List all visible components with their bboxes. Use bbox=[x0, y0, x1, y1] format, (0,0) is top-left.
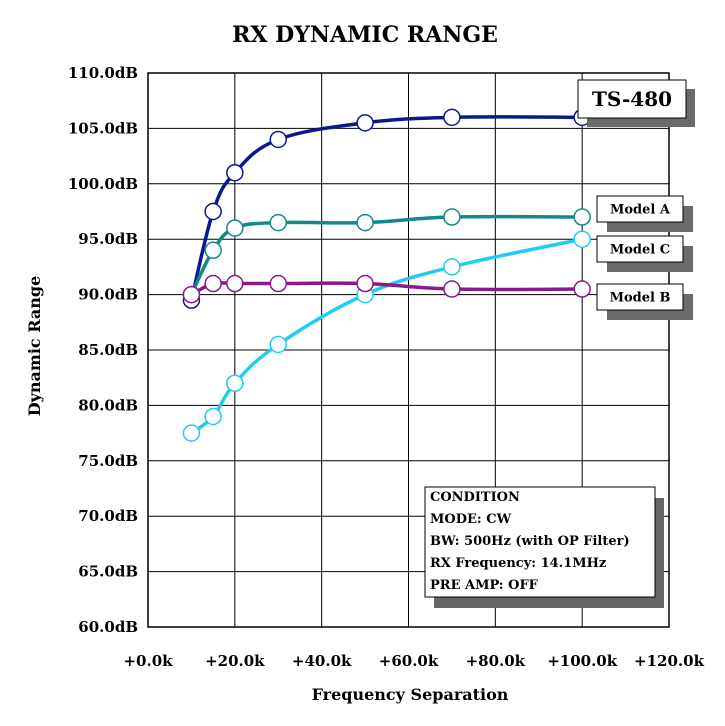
data-point bbox=[204, 407, 222, 426]
y-tick-label: 80.0dB bbox=[78, 396, 138, 414]
y-tick-label: 110.0dB bbox=[68, 64, 138, 82]
data-point bbox=[356, 274, 374, 293]
data-point bbox=[269, 213, 287, 232]
data-point bbox=[573, 280, 591, 298]
label-text: Model B bbox=[610, 291, 671, 306]
condition-title: CONDITION bbox=[430, 490, 520, 505]
data-point bbox=[204, 241, 222, 260]
y-tick-label: 85.0dB bbox=[78, 341, 138, 359]
condition-rx-frequency: RX Frequency: 14.1MHz bbox=[430, 556, 606, 571]
y-tick-label: 90.0dB bbox=[78, 286, 138, 304]
label-text: Model C bbox=[610, 243, 670, 258]
data-point bbox=[269, 335, 287, 354]
label-box bbox=[596, 235, 684, 263]
series-label-ts-480: TS-480 bbox=[577, 79, 695, 127]
series-label-model-a: Model A bbox=[596, 195, 693, 232]
y-tick-labels: 60.0dB 65.0dB 70.0dB 75.0dB 80.0dB 85.0dB 90.0… bbox=[68, 64, 138, 636]
data-point bbox=[204, 202, 222, 221]
y-axis-label: Dynamic Range bbox=[25, 276, 44, 417]
data-point bbox=[182, 424, 201, 442]
x-tick-label: +100.0k bbox=[547, 652, 618, 670]
data-point bbox=[226, 274, 244, 293]
y-tick-label: 105.0dB bbox=[68, 119, 138, 137]
series-lines bbox=[182, 108, 591, 442]
data-point bbox=[226, 374, 244, 392]
plot-frame bbox=[147, 72, 670, 628]
y-tick-label: 95.0dB bbox=[78, 230, 138, 248]
data-point bbox=[443, 108, 461, 127]
label-box bbox=[596, 195, 684, 223]
series-model-b bbox=[182, 274, 591, 304]
x-tick-label: +20.0k bbox=[205, 652, 265, 670]
y-tick-label: 100.0dB bbox=[68, 175, 138, 193]
x-axis-label: Frequency Separation bbox=[312, 685, 509, 704]
y-tick-label: 70.0dB bbox=[78, 507, 138, 525]
condition-pre-amp: PRE AMP: OFF bbox=[430, 578, 539, 593]
condition-box-frame bbox=[424, 486, 656, 598]
data-point bbox=[226, 219, 244, 237]
x-tick-label: +60.0k bbox=[379, 652, 439, 670]
condition-box: CONDITION MODE: CW BW: 500Hz (with OP Fi… bbox=[424, 486, 664, 608]
series-line bbox=[190, 280, 583, 297]
label-box bbox=[577, 79, 687, 119]
data-point bbox=[356, 114, 374, 132]
data-point bbox=[573, 208, 591, 226]
series-ts-480 bbox=[182, 108, 591, 309]
series-line bbox=[189, 115, 583, 301]
data-point bbox=[226, 163, 244, 182]
data-point bbox=[443, 258, 461, 276]
x-tick-label: +80.0k bbox=[466, 652, 526, 670]
series-model-c bbox=[182, 230, 591, 442]
y-tick-label: 75.0dB bbox=[78, 452, 138, 470]
series-model-a bbox=[182, 208, 591, 304]
label-text: TS-480 bbox=[592, 87, 672, 111]
data-point bbox=[443, 208, 461, 226]
series-labels: TS-480 Model A Model C Model B bbox=[577, 79, 695, 320]
y-tick-label: 65.0dB bbox=[78, 563, 138, 581]
data-point bbox=[269, 274, 287, 293]
x-tick-labels: +0.0k +20.0k +40.0k +60.0k +80.0k +100.0k +120… bbox=[123, 652, 704, 670]
x-tick-label: +0.0k bbox=[123, 652, 173, 670]
data-point bbox=[573, 230, 591, 248]
x-tick-label: +40.0k bbox=[292, 652, 352, 670]
series-label-model-b: Model B bbox=[596, 283, 693, 320]
data-point bbox=[356, 213, 374, 232]
data-point bbox=[204, 274, 222, 293]
x-tick-label: +120.0k bbox=[634, 652, 705, 670]
data-point bbox=[269, 130, 287, 149]
condition-bw: BW: 500Hz (with OP Filter) bbox=[430, 534, 630, 549]
data-point bbox=[443, 280, 461, 298]
series-line bbox=[190, 237, 583, 435]
condition-mode: MODE: CW bbox=[430, 512, 512, 527]
y-tick-label: 60.0dB bbox=[78, 618, 138, 636]
label-text: Model A bbox=[610, 203, 671, 218]
series-label-model-c: Model C bbox=[596, 235, 693, 272]
chart-title: RX DYNAMIC RANGE bbox=[232, 22, 498, 48]
data-point bbox=[182, 285, 201, 304]
label-box bbox=[596, 283, 684, 311]
